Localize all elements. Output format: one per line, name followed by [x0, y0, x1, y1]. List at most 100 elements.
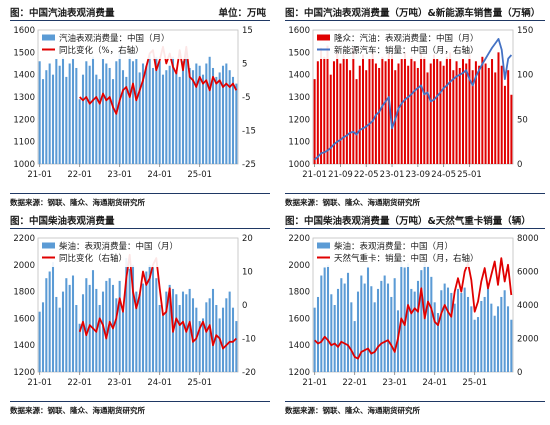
bar: [105, 280, 108, 372]
bar: [138, 72, 141, 164]
x-tick-label: 24-01: [147, 170, 172, 180]
bar: [346, 272, 350, 372]
bar: [45, 278, 48, 372]
bar: [41, 79, 45, 164]
bar: [473, 319, 476, 372]
legend-label: 柴油：表观消费量：中国（月）: [59, 241, 178, 252]
panel-title-text: 图：中国柴油表观消费量（万吨）&天然气重卡销量（辆）: [285, 216, 531, 227]
bar: [484, 63, 487, 164]
bar: [446, 287, 450, 372]
bar: [468, 54, 471, 164]
bar: [449, 52, 452, 164]
bar: [211, 288, 215, 372]
y-tick-label: 1600: [13, 26, 35, 36]
bar: [403, 52, 406, 164]
bar: [442, 65, 445, 164]
bar: [98, 305, 101, 372]
bar: [355, 79, 358, 164]
bar: [201, 318, 205, 372]
bar: [198, 321, 201, 372]
y-tick-label: 1300: [288, 93, 310, 103]
legend-swatch-bar: [42, 34, 55, 41]
bar: [225, 298, 228, 372]
bar: [316, 61, 319, 165]
title-divider: [10, 228, 270, 229]
x-tick-label: 23-01: [107, 170, 132, 180]
y-tick-label: 2200: [13, 234, 35, 244]
bar: [403, 267, 406, 372]
bar: [323, 56, 326, 164]
bar: [391, 54, 394, 164]
bar: [91, 56, 95, 164]
bar: [195, 307, 198, 372]
bar: [95, 74, 98, 164]
chart-gasoline-consumption: 1000 1100 1200 1300 1400 1500 1600 -25 -15 -5 5 15 2…: [13, 26, 256, 180]
bar: [440, 290, 443, 372]
bar: [420, 52, 423, 164]
bar: [145, 65, 148, 164]
panel-title: 图：中国汽油表观消费量（万吨）&新能源车销售量（万辆）: [285, 5, 547, 19]
bar: [476, 317, 480, 372]
bar: [188, 67, 191, 164]
bar: [410, 288, 413, 372]
bar: [376, 288, 380, 372]
bar: [330, 294, 333, 372]
y-tick-label: 1100: [13, 138, 35, 148]
bar: [128, 56, 131, 164]
bar: [316, 296, 320, 372]
bar: [507, 70, 510, 164]
bar: [215, 305, 218, 372]
bar: [486, 287, 490, 372]
bar: [61, 56, 65, 164]
bar: [436, 59, 439, 164]
panel-diesel-consumption: 图：中国柴油表观消费量 1200 1400 1600 1800 2000 2200 -20 -…: [4, 210, 272, 420]
bar: [91, 270, 95, 372]
bar: [191, 298, 195, 372]
y2-tick-label: 5: [242, 60, 247, 70]
bar: [371, 52, 374, 164]
x-tick-label: 22-01: [342, 378, 367, 388]
bar: [336, 52, 339, 164]
bar: [221, 307, 225, 372]
bar: [168, 284, 171, 372]
bar: [356, 291, 360, 372]
bar: [363, 283, 366, 372]
panel-title-text: 图：中国汽油表观消费量: [10, 8, 115, 19]
bar: [128, 268, 131, 372]
y-tick-label: 1500: [13, 48, 35, 58]
y2-tick-label: 10: [242, 268, 253, 278]
bar: [320, 275, 323, 372]
bar: [452, 70, 455, 164]
bar: [386, 283, 390, 372]
y-tick-label: 1600: [13, 314, 35, 324]
x-tick-label: 21-09: [328, 170, 353, 180]
y2-tick-label: -5: [242, 93, 250, 103]
y2-tick-label: 15: [242, 26, 253, 36]
bar: [456, 288, 460, 372]
title-divider: [285, 20, 545, 21]
bar: [370, 286, 373, 372]
bar: [323, 267, 326, 372]
bar: [195, 63, 198, 164]
bar: [432, 54, 435, 164]
y2-tick-label: 6000: [517, 268, 539, 278]
legend-label: 新能源汽车：销量：中国（月，右轴）: [334, 45, 479, 56]
bar: [413, 61, 416, 165]
bar: [38, 311, 41, 372]
panel-title: 图：中国柴油表观消费量（万吨）&天然气重卡销量（辆）: [285, 213, 547, 227]
bar: [208, 298, 211, 372]
bar: [320, 47, 323, 164]
bar: [471, 70, 474, 164]
bar: [68, 63, 71, 164]
series-line: [314, 257, 513, 360]
bar: [85, 278, 88, 372]
bar: [218, 318, 221, 372]
bar: [383, 275, 386, 372]
bar: [208, 56, 211, 164]
bar: [387, 52, 390, 164]
bar: [48, 63, 51, 164]
bar: [491, 59, 494, 164]
bar: [439, 61, 442, 165]
x-tick-label: 21-01: [302, 378, 327, 388]
x-tick-label: 25-01: [462, 378, 487, 388]
